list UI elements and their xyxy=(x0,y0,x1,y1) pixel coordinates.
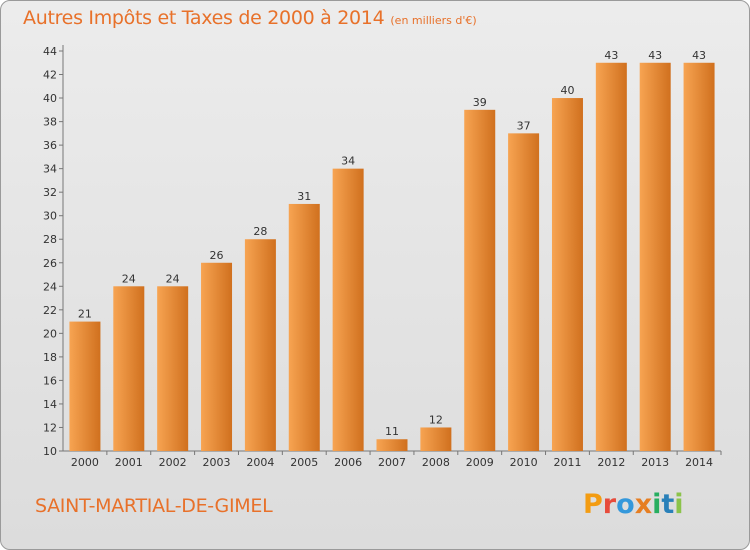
x-tick-label: 2008 xyxy=(422,456,450,469)
bar xyxy=(157,286,189,451)
bar-value-label: 37 xyxy=(517,119,531,132)
bar xyxy=(201,262,233,451)
x-tick-label: 2000 xyxy=(71,456,99,469)
y-tick-label: 26 xyxy=(43,257,57,270)
x-tick-label: 2006 xyxy=(334,456,362,469)
bar xyxy=(244,239,276,451)
y-tick-label: 38 xyxy=(43,116,57,129)
bar xyxy=(595,62,627,451)
bar xyxy=(464,109,496,451)
y-tick-label: 14 xyxy=(43,398,57,411)
bar-value-label: 11 xyxy=(385,425,399,438)
bar xyxy=(69,321,101,451)
bar-value-label: 40 xyxy=(560,84,574,97)
y-tick-label: 34 xyxy=(43,163,57,176)
bar-value-label: 43 xyxy=(604,49,618,62)
bar xyxy=(551,98,583,451)
commune-name: SAINT-MARTIAL-DE-GIMEL xyxy=(35,495,273,517)
bar-value-label: 24 xyxy=(166,272,180,285)
bars xyxy=(69,62,715,451)
proxiti-logo: Proxiti xyxy=(583,489,684,520)
x-tick-label: 2012 xyxy=(597,456,625,469)
x-tick-label: 2004 xyxy=(246,456,274,469)
bar-value-label: 31 xyxy=(297,190,311,203)
bar-value-label: 24 xyxy=(122,272,136,285)
bar-value-label: 43 xyxy=(692,49,706,62)
bar-value-label: 34 xyxy=(341,155,355,168)
y-tick-label: 42 xyxy=(43,69,57,82)
bar xyxy=(332,168,364,451)
logo-letter: t xyxy=(661,489,675,520)
y-tick-label: 16 xyxy=(43,374,57,387)
y-tick-label: 36 xyxy=(43,139,57,152)
y-tick-label: 22 xyxy=(43,304,57,317)
y-tick-label: 40 xyxy=(43,92,57,105)
x-tick-label: 2007 xyxy=(378,456,406,469)
x-tick-label: 2010 xyxy=(510,456,538,469)
bar xyxy=(288,203,320,451)
x-tick-label: 2011 xyxy=(553,456,581,469)
x-tick-label: 2009 xyxy=(466,456,494,469)
y-tick-label: 18 xyxy=(43,351,57,364)
bar xyxy=(376,439,408,451)
x-tick-label: 2001 xyxy=(115,456,143,469)
bar-value-label: 12 xyxy=(429,413,443,426)
chart-title: Autres Impôts et Taxes de 2000 à 2014 (en… xyxy=(23,7,477,29)
logo-letter: x xyxy=(634,489,653,520)
logo-letter: o xyxy=(616,489,635,520)
x-tick-label: 2003 xyxy=(203,456,231,469)
x-tick-label: 2013 xyxy=(641,456,669,469)
y-tick-label: 10 xyxy=(43,445,57,458)
bar-value-label: 26 xyxy=(210,249,224,262)
bar-value-label: 43 xyxy=(648,49,662,62)
y-tick-label: 12 xyxy=(43,421,57,434)
logo-letter: i xyxy=(652,489,662,520)
y-tick-label: 20 xyxy=(43,327,57,340)
x-tick-label: 2005 xyxy=(290,456,318,469)
chart-title-text: Autres Impôts et Taxes de 2000 à 2014 xyxy=(23,7,385,29)
chart-title-unit: (en milliers d'€) xyxy=(390,14,477,27)
logo-letter: r xyxy=(602,489,617,520)
logo-letter: i xyxy=(674,489,684,520)
y-tick-label: 32 xyxy=(43,186,57,199)
y-tick-label: 44 xyxy=(43,45,57,58)
y-tick-label: 28 xyxy=(43,233,57,246)
logo-letter: P xyxy=(583,489,603,520)
bar-value-label: 39 xyxy=(473,96,487,109)
y-tick-label: 30 xyxy=(43,210,57,223)
y-tick-label: 24 xyxy=(43,280,57,293)
bar xyxy=(420,427,452,451)
bar-value-label: 28 xyxy=(253,225,267,238)
bar xyxy=(639,62,671,451)
value-labels: 21 24 24 26 28 31 34 11 12 39 37 40 43 43 43 xyxy=(78,49,706,438)
x-tick-label: 2002 xyxy=(159,456,187,469)
bar xyxy=(113,286,145,451)
bar xyxy=(683,62,715,451)
bar xyxy=(508,133,540,451)
x-tick-label: 2014 xyxy=(685,456,713,469)
bar-value-label: 21 xyxy=(78,308,92,321)
